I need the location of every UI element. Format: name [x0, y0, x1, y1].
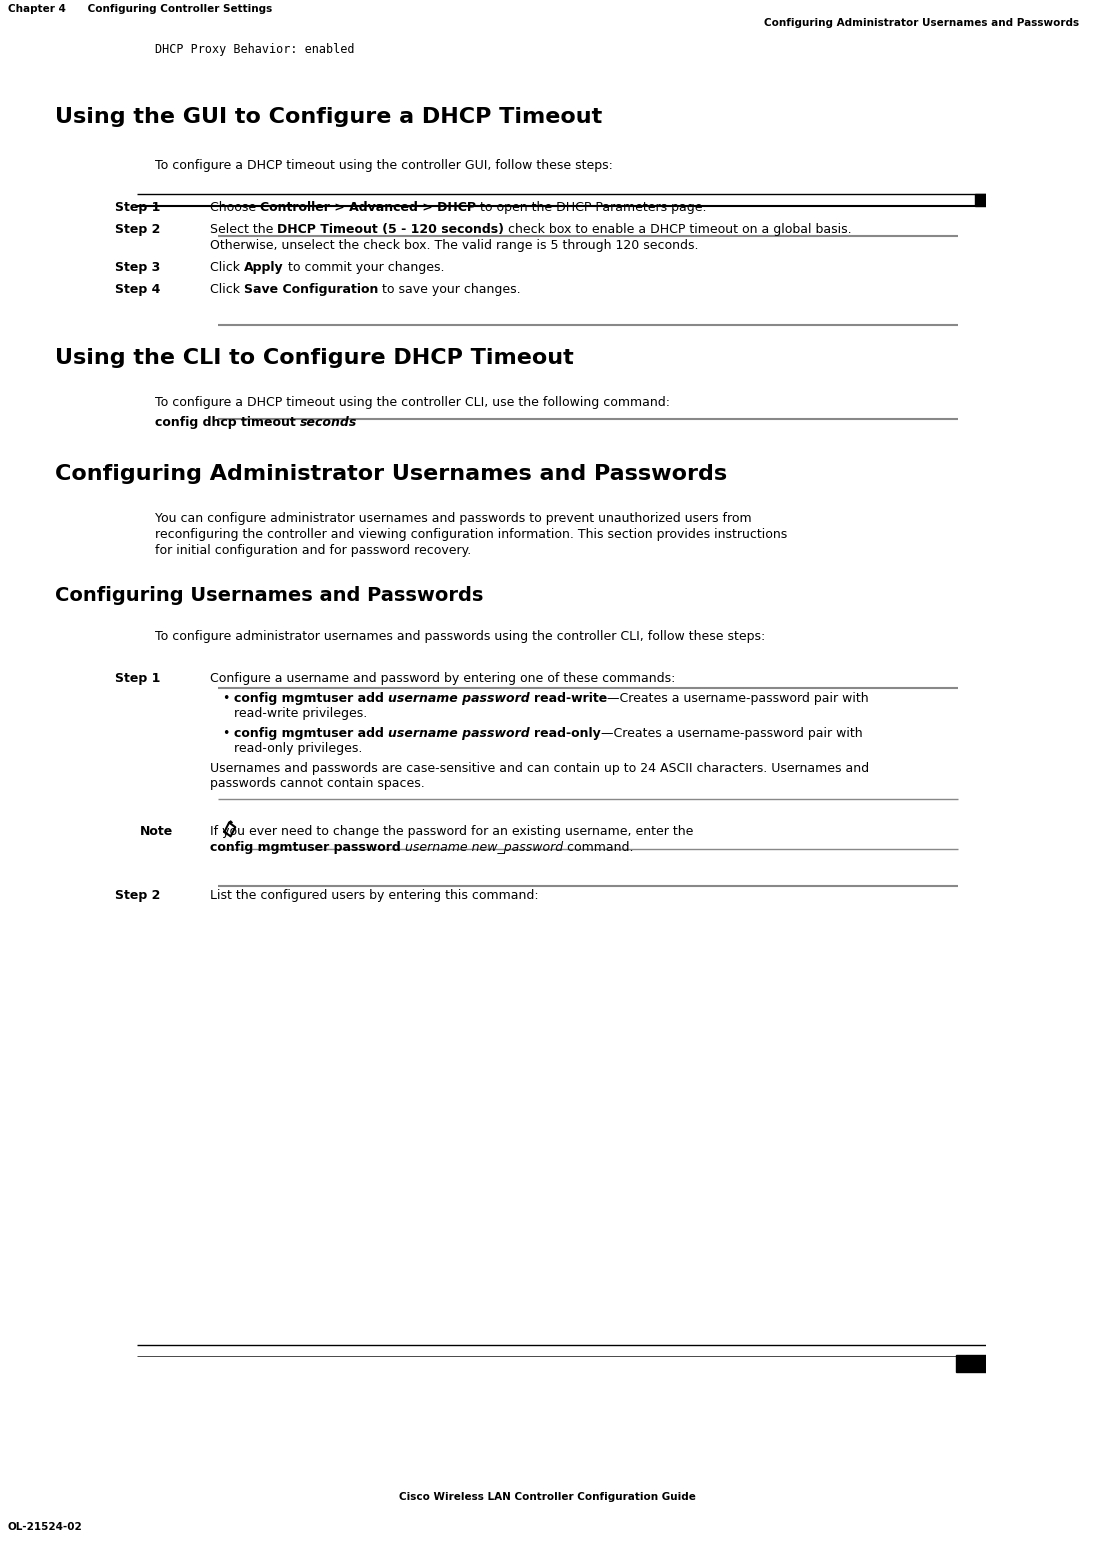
- Text: Otherwise, unselect the check box. The valid range is 5 through 120 seconds.: Otherwise, unselect the check box. The v…: [210, 238, 699, 252]
- Text: Click: Click: [210, 283, 244, 296]
- Text: To configure a DHCP timeout using the controller CLI, use the following command:: To configure a DHCP timeout using the co…: [155, 396, 670, 409]
- Text: for initial configuration and for password recovery.: for initial configuration and for passwo…: [155, 543, 471, 557]
- Text: Step 1: Step 1: [115, 672, 160, 686]
- Text: Step 3: Step 3: [115, 262, 160, 274]
- Text: Choose: Choose: [210, 201, 261, 214]
- Text: •: •: [222, 692, 229, 704]
- Text: Chapter 4      Configuring Controller Settings: Chapter 4 Configuring Controller Setting…: [8, 5, 273, 14]
- Text: DHCP Timeout (5 - 120 seconds): DHCP Timeout (5 - 120 seconds): [277, 223, 505, 235]
- Text: Controller > Advanced > DHCP: Controller > Advanced > DHCP: [261, 201, 476, 214]
- Text: seconds: seconds: [300, 416, 357, 429]
- Text: to commit your changes.: to commit your changes.: [284, 262, 445, 274]
- Text: read-write: read-write: [534, 692, 608, 704]
- Text: Configuring Administrator Usernames and Passwords: Configuring Administrator Usernames and …: [55, 464, 727, 485]
- Text: read-only: read-only: [534, 728, 601, 740]
- Text: username password: username password: [389, 692, 530, 704]
- Text: Configure a username and password by entering one of these commands:: Configure a username and password by ent…: [210, 672, 676, 686]
- Text: To configure a DHCP timeout using the controller GUI, follow these steps:: To configure a DHCP timeout using the co…: [155, 159, 613, 172]
- Text: Configuring Usernames and Passwords: Configuring Usernames and Passwords: [55, 587, 483, 605]
- Text: read-only privileges.: read-only privileges.: [234, 741, 362, 755]
- Text: Using the GUI to Configure a DHCP Timeout: Using the GUI to Configure a DHCP Timeou…: [55, 107, 602, 127]
- Text: config mgmtuser add: config mgmtuser add: [234, 728, 389, 740]
- Text: username new_password: username new_password: [405, 841, 563, 854]
- Text: to open the DHCP Parameters page.: to open the DHCP Parameters page.: [476, 201, 706, 214]
- Text: Configuring Administrator Usernames and Passwords: Configuring Administrator Usernames and …: [764, 19, 1079, 28]
- Text: passwords cannot contain spaces.: passwords cannot contain spaces.: [210, 777, 425, 789]
- Text: Select the: Select the: [210, 223, 277, 235]
- Text: username password: username password: [389, 728, 530, 740]
- Text: To configure administrator usernames and passwords using the controller CLI, fol: To configure administrator usernames and…: [155, 630, 765, 642]
- Text: command.: command.: [563, 841, 634, 854]
- Text: DHCP Proxy Behavior: enabled: DHCP Proxy Behavior: enabled: [155, 43, 355, 56]
- Text: If you ever need to change the password for an existing username, enter the: If you ever need to change the password …: [210, 825, 693, 837]
- Text: config dhcp timeout: config dhcp timeout: [155, 416, 300, 429]
- Text: Apply: Apply: [244, 262, 284, 274]
- Text: config mgmtuser password: config mgmtuser password: [210, 841, 405, 854]
- Text: Cisco Wireless LAN Controller Configuration Guide: Cisco Wireless LAN Controller Configurat…: [399, 1492, 695, 1502]
- Text: List the configured users by entering this command:: List the configured users by entering th…: [210, 889, 539, 902]
- Text: Step 2: Step 2: [115, 223, 160, 235]
- Text: OL-21524-02: OL-21524-02: [8, 1522, 83, 1533]
- Text: Step 2: Step 2: [115, 889, 160, 902]
- Text: —Creates a username-password pair with: —Creates a username-password pair with: [608, 692, 868, 704]
- Text: Usernames and passwords are case-sensitive and can contain up to 24 ASCII charac: Usernames and passwords are case-sensiti…: [210, 762, 869, 776]
- Text: Step 4: Step 4: [115, 283, 160, 296]
- Text: Note: Note: [140, 825, 173, 837]
- Text: read-write privileges.: read-write privileges.: [234, 707, 367, 720]
- Text: Step 1: Step 1: [115, 201, 160, 214]
- Text: Click: Click: [210, 262, 244, 274]
- Bar: [956, 1354, 986, 1372]
- Text: —Creates a username-password pair with: —Creates a username-password pair with: [601, 728, 863, 740]
- Text: Save Configuration: Save Configuration: [244, 283, 379, 296]
- Text: to save your changes.: to save your changes.: [379, 283, 521, 296]
- Text: •: •: [222, 728, 229, 740]
- Bar: [975, 194, 986, 206]
- Text: You can configure administrator usernames and passwords to prevent unauthorized : You can configure administrator username…: [155, 512, 751, 525]
- Text: config mgmtuser add: config mgmtuser add: [234, 692, 389, 704]
- Text: reconfiguring the controller and viewing configuration information. This section: reconfiguring the controller and viewing…: [155, 528, 787, 540]
- Text: Using the CLI to Configure DHCP Timeout: Using the CLI to Configure DHCP Timeout: [55, 348, 574, 368]
- Text: check box to enable a DHCP timeout on a global basis.: check box to enable a DHCP timeout on a …: [505, 223, 852, 235]
- Text: 4-41: 4-41: [1059, 1522, 1094, 1536]
